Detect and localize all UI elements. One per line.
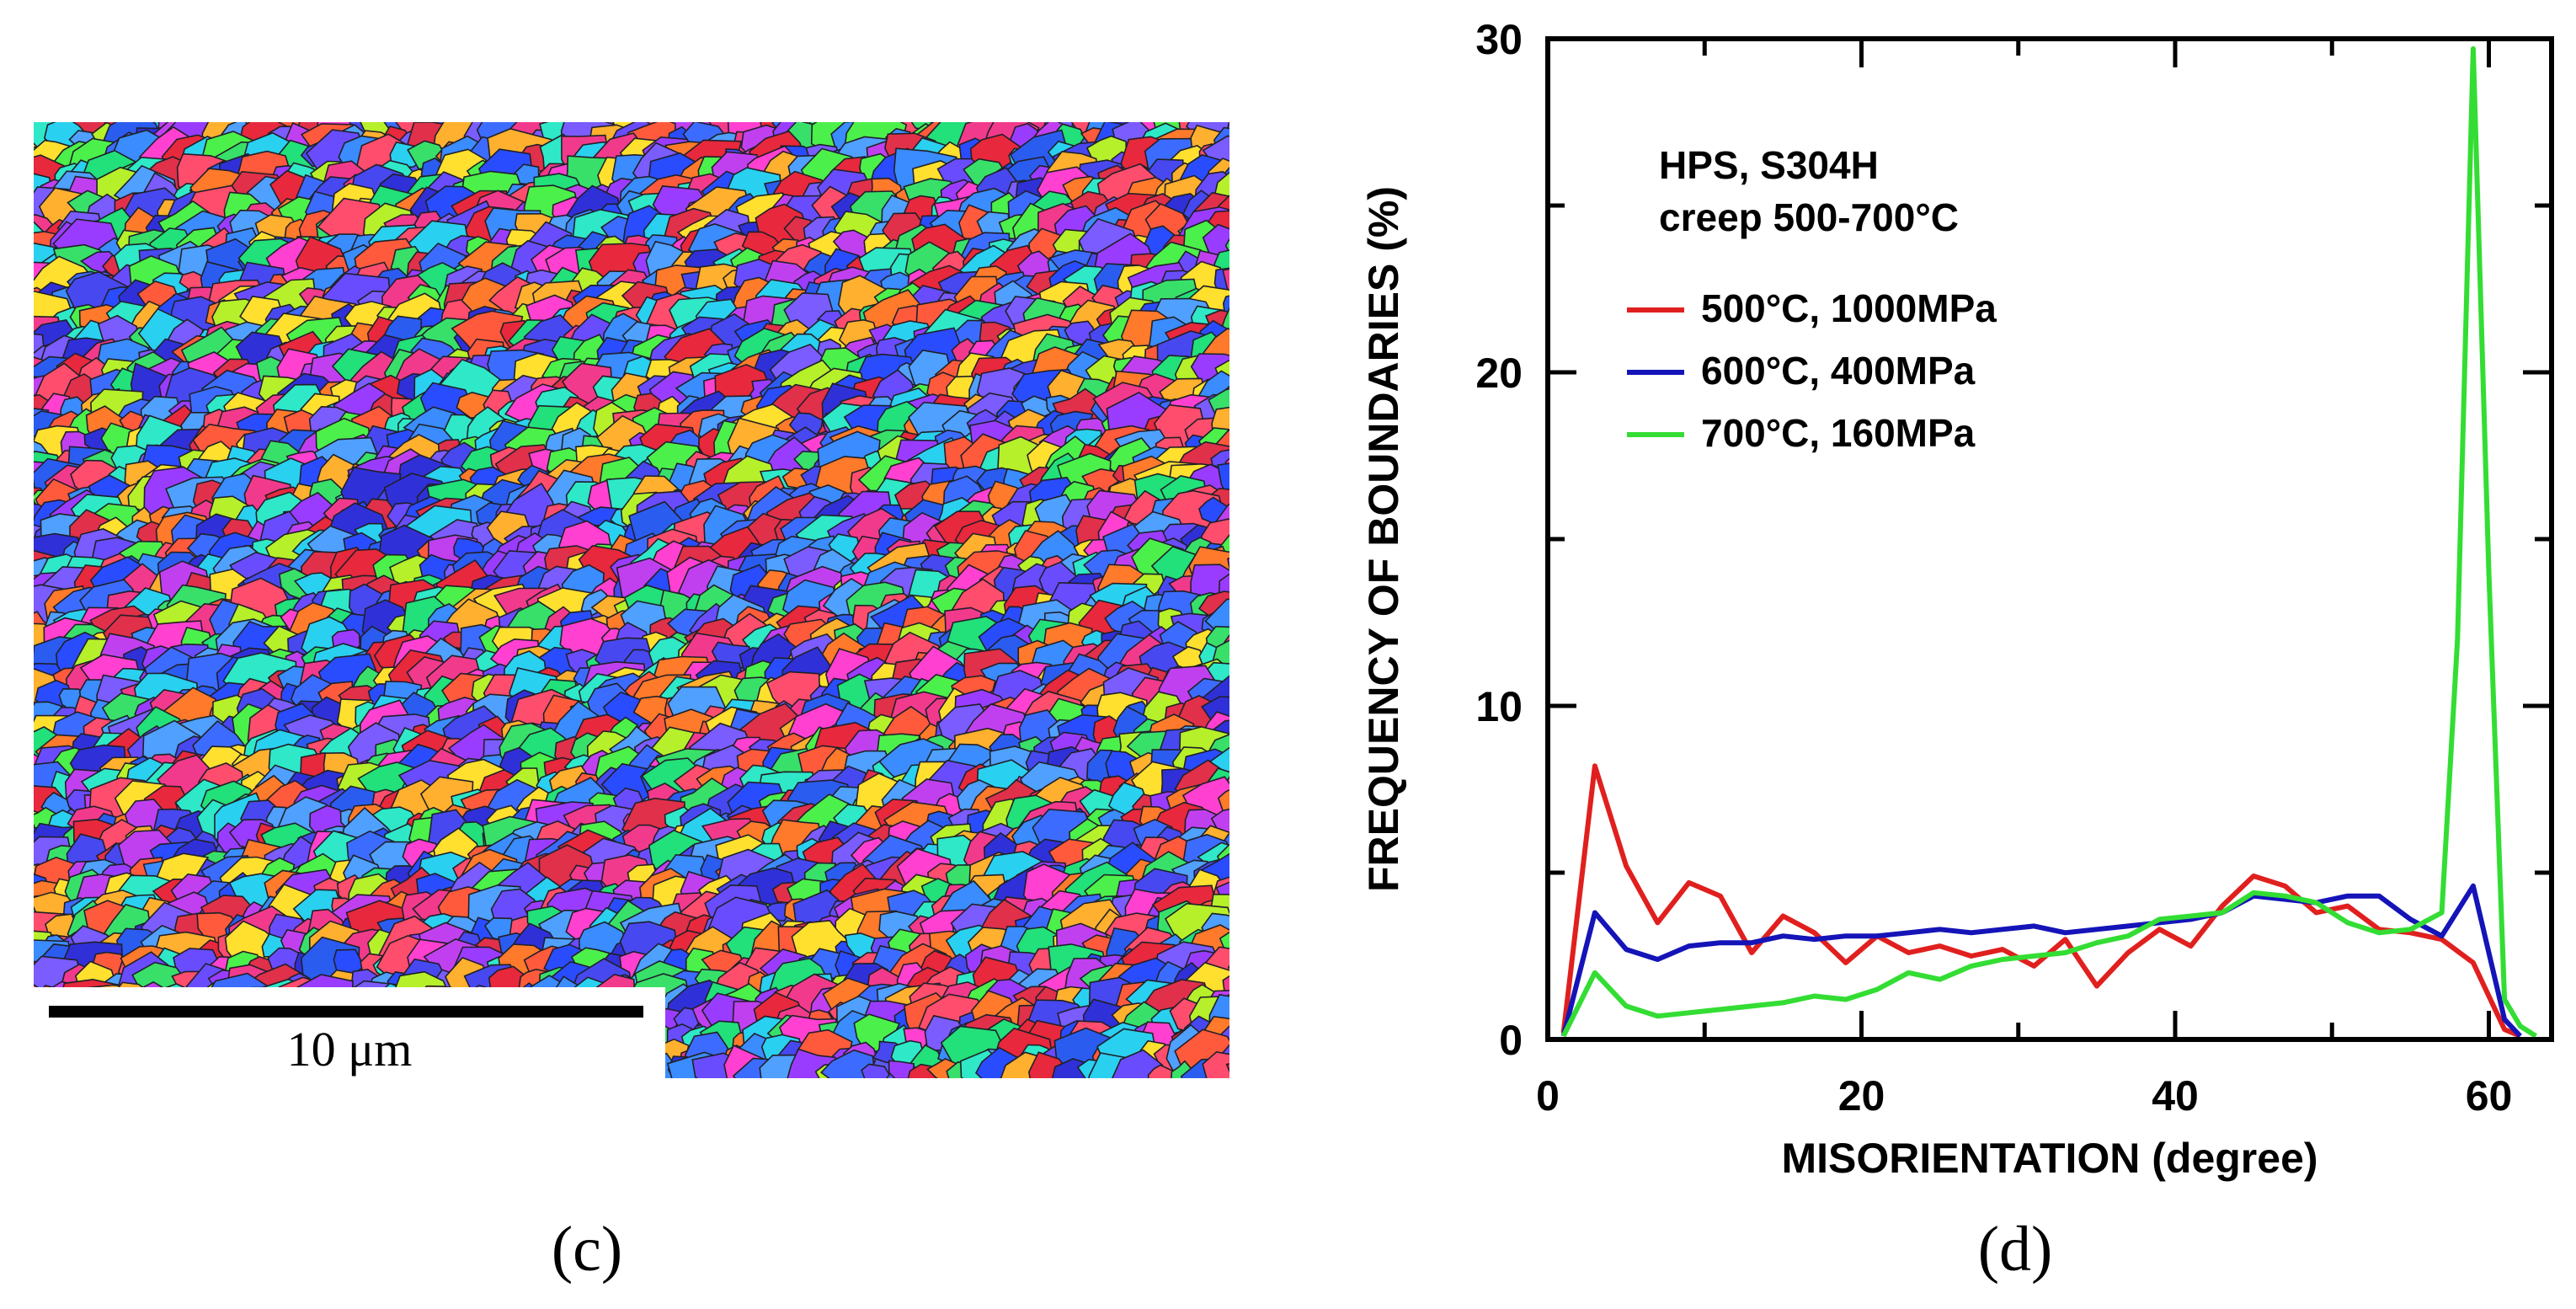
scale-bar: 10 μm: [34, 987, 665, 1078]
x-tick-label: 40: [2152, 1072, 2199, 1119]
scale-bar-line: [49, 1006, 643, 1018]
misorientation-chart: 0 20 40 60 0 10 20 30 MISORIENTATION (degree) FRE…: [1360, 16, 2554, 1182]
ebsd-grains: [34, 122, 1229, 1078]
legend-label-3: 700°C, 160MPa: [1701, 411, 1976, 455]
y-tick-label: 30: [1475, 16, 1523, 63]
legend-label-2: 600°C, 400MPa: [1701, 349, 1976, 393]
y-tick-label: 10: [1475, 683, 1523, 730]
panel-label-d: (d): [1977, 1214, 2053, 1285]
ebsd-grain-texture: [34, 122, 1229, 1078]
series-line-2: [1560, 883, 2522, 1039]
panel-label-c: (c): [551, 1214, 623, 1285]
y-tick-label: 20: [1475, 350, 1523, 397]
x-tick-label: 60: [2466, 1072, 2513, 1119]
x-axis-label: MISORIENTATION (degree): [1781, 1135, 2317, 1182]
series-line-1: [1560, 763, 2521, 1039]
chart-annotation: HPS, S304H: [1659, 143, 1879, 187]
x-tick-label: 20: [1838, 1072, 1885, 1119]
x-tick-label: 0: [1536, 1072, 1560, 1119]
legend-label-1: 500°C, 1000MPa: [1701, 286, 1997, 330]
scale-bar-label: 10 μm: [286, 1022, 413, 1077]
y-tick-label: 0: [1499, 1017, 1523, 1064]
y-axis-label: FREQUENCY OF BOUNDARIES (%): [1360, 186, 1407, 892]
series-line-3: [1560, 45, 2538, 1039]
chart-annotation: creep 500-700°C: [1659, 195, 1959, 239]
ebsd-orientation-map: [34, 122, 1229, 1078]
